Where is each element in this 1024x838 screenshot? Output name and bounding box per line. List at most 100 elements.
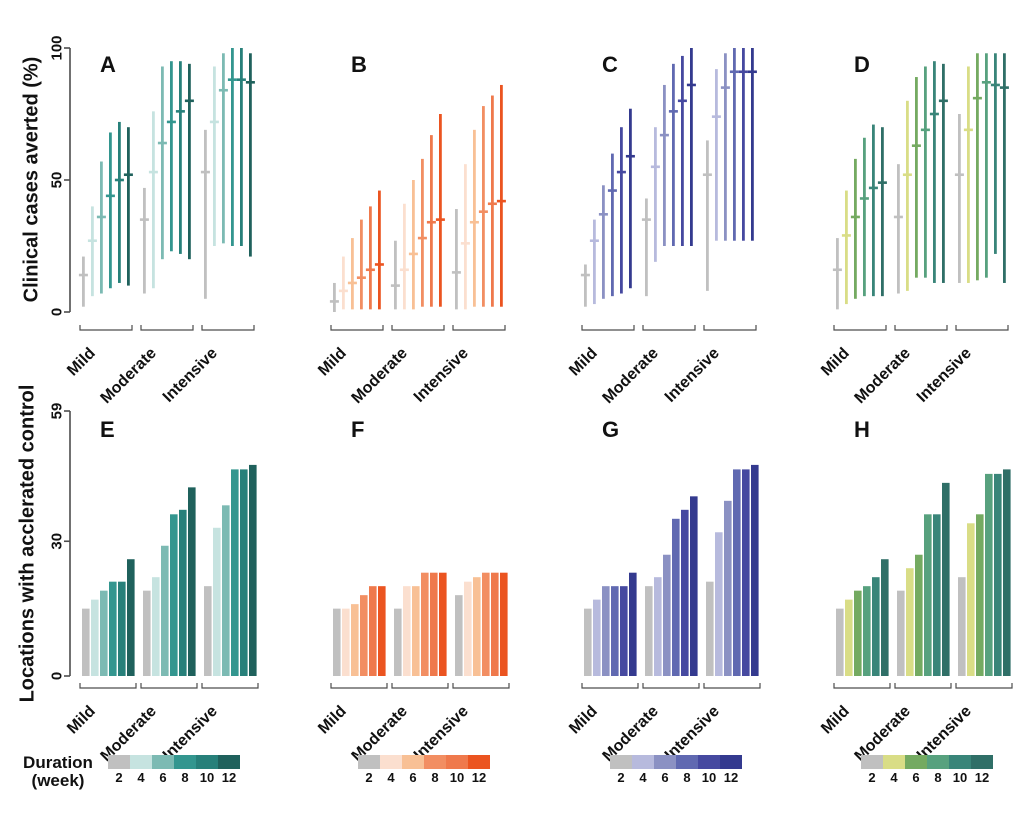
legend-week-number: 8 xyxy=(934,770,942,785)
median-tick-week4 xyxy=(650,165,660,169)
legend-week-number: 8 xyxy=(683,770,691,785)
legend-swatch-week4 xyxy=(380,755,402,769)
legend-swatches xyxy=(610,755,742,769)
bar-week2 xyxy=(706,581,714,676)
legend-swatch-week12 xyxy=(218,755,240,769)
bar-week4 xyxy=(152,577,160,676)
median-tick-week8 xyxy=(981,81,991,84)
bar-week8 xyxy=(985,473,993,676)
group-bracket xyxy=(642,325,696,331)
interval-line-week4 xyxy=(715,69,718,241)
median-tick-week2 xyxy=(893,215,903,219)
bar-week8 xyxy=(109,581,117,676)
y-tick-label: 0 xyxy=(49,308,66,316)
median-tick-week4 xyxy=(711,115,721,118)
bar-week2 xyxy=(836,608,844,676)
median-tick-week12 xyxy=(496,199,506,203)
median-tick-week2 xyxy=(954,173,964,177)
legend-swatch-week10 xyxy=(949,755,971,769)
interval-line-week12 xyxy=(942,63,945,283)
bar-week10 xyxy=(491,572,499,676)
interval-line-week6 xyxy=(915,77,918,278)
interval-line-week4 xyxy=(654,127,657,262)
interval-line-week10 xyxy=(872,124,875,297)
bar-week8 xyxy=(611,586,619,676)
interval-line-week4 xyxy=(593,219,596,305)
group-bracket xyxy=(201,683,259,689)
median-tick-week6 xyxy=(659,133,669,137)
legend-week-number: 6 xyxy=(159,770,167,785)
bar-week12 xyxy=(249,464,257,676)
group-bracket xyxy=(391,683,449,689)
legend-swatch-week12 xyxy=(720,755,742,769)
interval-line-week12 xyxy=(500,84,503,307)
interval-line-week12 xyxy=(439,114,442,307)
median-tick-week2 xyxy=(702,173,712,177)
legend-week-number: 10 xyxy=(952,770,968,785)
bar-week8 xyxy=(170,514,178,676)
bar-week10 xyxy=(742,469,750,676)
group-bracket xyxy=(703,325,757,331)
bar-week4 xyxy=(906,568,914,676)
interval-line-week4 xyxy=(213,66,216,246)
group-bracket xyxy=(894,683,952,689)
bar-week12 xyxy=(751,464,759,676)
median-tick-week12 xyxy=(877,181,887,184)
bar-week4 xyxy=(845,599,853,676)
legend-swatches xyxy=(861,755,993,769)
interval-line-week2 xyxy=(645,198,648,297)
bar-week12 xyxy=(188,487,196,676)
interval-line-week8 xyxy=(985,53,988,278)
interval-line-week6 xyxy=(351,238,354,310)
legend-swatch-week10 xyxy=(196,755,218,769)
bar-week6 xyxy=(412,586,420,676)
interval-line-week12 xyxy=(1003,53,1006,283)
duration-legend-orange: 2 4 6 8 10 12 xyxy=(358,755,490,785)
bar-week2 xyxy=(333,608,341,676)
median-tick-week4 xyxy=(148,170,158,174)
y-tick-label: 50 xyxy=(49,172,66,189)
panel-letter-B: B xyxy=(351,52,367,77)
median-tick-week10 xyxy=(990,83,1000,87)
panel-letter-D: D xyxy=(854,52,870,77)
panel-letter-G: G xyxy=(602,417,619,442)
group-label: Moderate xyxy=(600,345,662,407)
duration-legend-teal: 2 4 6 8 10 12 xyxy=(108,755,240,785)
interval-line-week2 xyxy=(143,187,146,294)
interval-line-week10 xyxy=(681,55,684,246)
median-tick-week10 xyxy=(175,110,185,113)
median-tick-week8 xyxy=(920,128,930,132)
median-tick-week6 xyxy=(720,86,730,89)
median-tick-week8 xyxy=(668,110,678,113)
interval-line-week6 xyxy=(161,66,164,260)
legend-week-number: 2 xyxy=(115,770,123,785)
interval-line-week6 xyxy=(222,53,225,244)
median-tick-week12 xyxy=(999,86,1009,89)
group-label: Mild xyxy=(566,345,601,380)
bar-week10 xyxy=(179,509,187,676)
bar-week10 xyxy=(872,577,880,676)
interval-line-week2 xyxy=(333,282,336,312)
median-tick-week10 xyxy=(114,178,124,182)
legend-swatch-week8 xyxy=(927,755,949,769)
median-tick-week6 xyxy=(972,96,982,100)
group-label: Mild xyxy=(315,345,350,380)
interval-line-week10 xyxy=(179,61,182,254)
group-label: Intensive xyxy=(160,345,221,406)
interval-line-week2 xyxy=(204,129,207,299)
legend-week-number: 8 xyxy=(181,770,189,785)
interval-line-week4 xyxy=(906,100,909,291)
bar-week2 xyxy=(958,577,966,676)
median-tick-week12 xyxy=(686,83,696,87)
interval-line-week4 xyxy=(403,203,406,310)
legend-week-number: 10 xyxy=(199,770,215,785)
bar-week8 xyxy=(231,469,239,676)
legend-week-number: 6 xyxy=(912,770,920,785)
median-tick-week10 xyxy=(868,186,878,190)
interval-line-week4 xyxy=(464,164,467,310)
